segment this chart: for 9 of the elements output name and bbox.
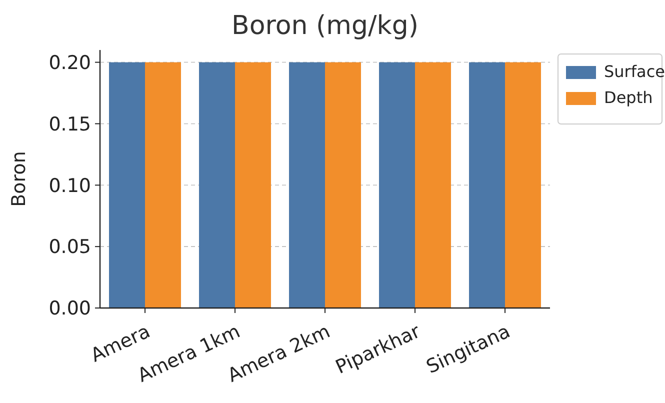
legend-label: Surface bbox=[604, 62, 665, 81]
y-tick-label: 0.20 bbox=[48, 52, 91, 74]
y-tick-label: 0.15 bbox=[48, 113, 91, 136]
chart-title: Boron (mg/kg) bbox=[232, 11, 418, 41]
y-axis-title: Boron bbox=[8, 151, 30, 207]
legend-label: Depth bbox=[604, 88, 653, 107]
y-tick-label: 0.05 bbox=[48, 236, 91, 258]
y-tick-label: 0.10 bbox=[48, 174, 91, 197]
y-tick-label: 0.00 bbox=[48, 298, 91, 320]
